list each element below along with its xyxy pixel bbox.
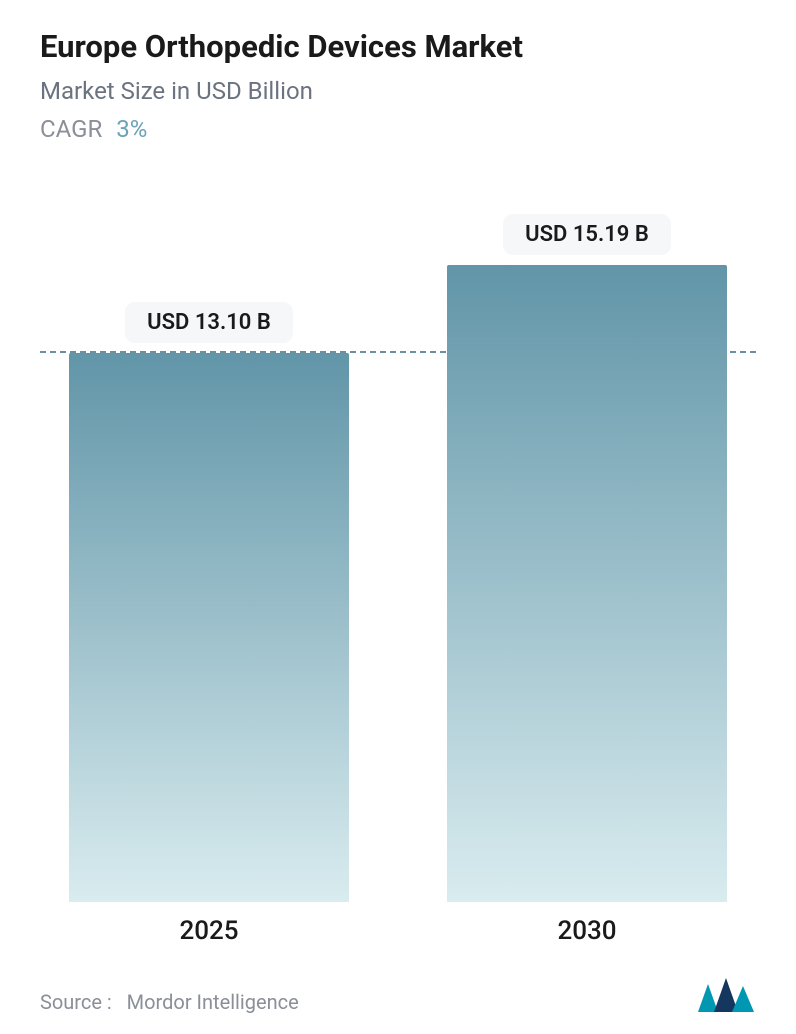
source-text: Source : Mordor Intelligence: [40, 990, 299, 1014]
bar-column-1: USD 15.19 B: [447, 211, 727, 902]
bars-wrap: USD 13.10 B USD 15.19 B: [40, 211, 756, 902]
cagr-label: CAGR: [40, 115, 102, 143]
cagr-value: 3%: [116, 115, 147, 143]
footer: Source : Mordor Intelligence: [40, 968, 756, 1014]
value-label-1: USD 15.19 B: [503, 214, 671, 255]
source-label: Source :: [40, 990, 112, 1014]
page-title: Europe Orthopedic Devices Market: [40, 28, 756, 65]
bar-column-0: USD 13.10 B: [69, 211, 349, 902]
bar-0: [69, 353, 349, 902]
subtitle: Market Size in USD Billion: [40, 77, 756, 105]
source-name: Mordor Intelligence: [127, 990, 299, 1014]
x-axis-labels: 2025 2030: [40, 902, 756, 958]
cagr-row: CAGR 3%: [40, 115, 756, 143]
brand-logo-icon: [696, 974, 756, 1014]
x-label-0: 2025: [69, 902, 349, 946]
value-label-0: USD 13.10 B: [125, 302, 293, 343]
x-label-1: 2030: [447, 902, 727, 946]
chart-container: Europe Orthopedic Devices Market Market …: [0, 0, 796, 1034]
header: Europe Orthopedic Devices Market Market …: [40, 28, 756, 143]
bar-1: [447, 265, 727, 902]
chart-area: USD 13.10 B USD 15.19 B 2025 2030: [40, 211, 756, 958]
